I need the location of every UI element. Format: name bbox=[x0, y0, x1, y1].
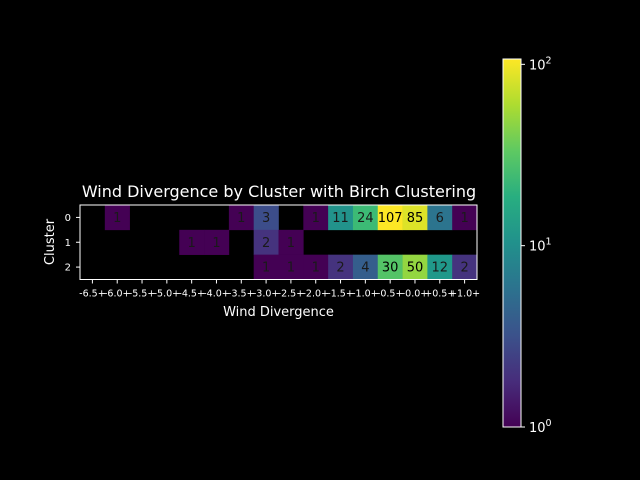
heatmap-cells: 1 1 3 1 11 24 107 85 6 11 1 2 11 1 1 2 4 30 50 12 2 bbox=[104, 205, 478, 280]
cell-value-label: 2 bbox=[262, 236, 270, 251]
x-tick-label: -5.5+ bbox=[129, 289, 156, 300]
cell-value-label: 1 bbox=[212, 236, 220, 251]
chart-title: Wind Divergence by Cluster with Birch Cl… bbox=[82, 182, 476, 201]
heatmap-cell bbox=[253, 229, 279, 255]
heatmap-cell bbox=[204, 229, 230, 255]
heatmap-cell bbox=[328, 254, 354, 280]
heatmap-cell bbox=[278, 254, 304, 280]
cell-value-label: 3 bbox=[262, 211, 270, 226]
x-tick-label: -0.0+ bbox=[402, 289, 429, 300]
y-tick-label: 2 bbox=[65, 263, 71, 274]
cell-value-label: 2 bbox=[460, 261, 468, 276]
heatmap-cell bbox=[352, 205, 379, 231]
cell-value-label: 2 bbox=[336, 261, 344, 276]
cell-value-label: 11 bbox=[332, 211, 349, 226]
x-tick-label: -2.5+ bbox=[278, 289, 305, 300]
heatmap-cell bbox=[377, 205, 403, 231]
cell-value-label: 12 bbox=[432, 261, 449, 276]
cell-value-label: 50 bbox=[407, 261, 424, 276]
heatmap-cell bbox=[253, 254, 279, 280]
cell-value-label: 1 bbox=[113, 211, 121, 226]
cell-value-label: 107 bbox=[378, 211, 403, 226]
cell-value-label: 1 bbox=[287, 261, 295, 276]
colorbar bbox=[502, 58, 522, 428]
x-axis-ticks: -6.5+-6.0+-5.5+-5.0+-4.5+-4.0+-3.5+-3.0+… bbox=[79, 279, 480, 300]
x-axis-label: Wind Divergence bbox=[223, 305, 334, 320]
heatmap-cell bbox=[253, 205, 279, 231]
heatmap-cell bbox=[402, 254, 428, 280]
colorbar-tick-label: 100 bbox=[529, 418, 552, 436]
heatmap-cell bbox=[303, 254, 329, 280]
x-tick-label: -6.0+ bbox=[104, 289, 131, 300]
heatmap-cell bbox=[427, 254, 453, 280]
heatmap-cell bbox=[352, 254, 379, 280]
cell-value-label: 1 bbox=[460, 211, 468, 226]
y-axis-ticks: 0 1 2 bbox=[65, 213, 80, 274]
x-tick-label: -3.5+ bbox=[228, 289, 255, 300]
cell-value-label: 1 bbox=[312, 261, 320, 276]
cell-value-label: 1 bbox=[262, 261, 270, 276]
cell-value-label: 1 bbox=[287, 236, 295, 251]
heatmap-cell bbox=[303, 205, 329, 231]
cell-value-label: 1 bbox=[188, 236, 196, 251]
x-tick-label: -6.5+ bbox=[79, 289, 106, 300]
x-tick-label: +0.5+ bbox=[424, 289, 455, 300]
x-tick-label: -1.5+ bbox=[327, 289, 354, 300]
x-tick-label: -5.0+ bbox=[154, 289, 181, 300]
colorbar-tick-label: 102 bbox=[529, 55, 552, 73]
heatmap-cell bbox=[328, 205, 354, 231]
heatmap-cell bbox=[452, 254, 478, 280]
cell-value-label: 1 bbox=[312, 211, 320, 226]
y-axis-label: Cluster bbox=[43, 218, 58, 265]
y-tick-label: 0 bbox=[65, 213, 71, 224]
heatmap-cell bbox=[427, 205, 453, 231]
cell-value-label: 30 bbox=[382, 261, 399, 276]
x-tick-label: +1.0+ bbox=[449, 289, 480, 300]
colorbar-tick-label: 101 bbox=[529, 237, 552, 255]
heatmap-cell bbox=[228, 205, 254, 231]
x-tick-label: -1.0+ bbox=[352, 289, 379, 300]
heatmap-cell bbox=[104, 205, 130, 231]
cell-value-label: 4 bbox=[361, 261, 369, 276]
cell-value-label: 24 bbox=[357, 211, 374, 226]
heatmap-cell bbox=[402, 205, 428, 231]
heatmap-cell bbox=[452, 205, 478, 231]
colorbar-ticks: 100 101 102 bbox=[521, 55, 552, 436]
x-tick-label: -0.5+ bbox=[377, 289, 404, 300]
x-tick-label: -2.0+ bbox=[302, 289, 329, 300]
x-tick-label: -4.0+ bbox=[203, 289, 230, 300]
x-tick-label: -4.5+ bbox=[178, 289, 205, 300]
y-tick-label: 1 bbox=[65, 238, 71, 249]
cell-value-label: 85 bbox=[407, 211, 424, 226]
cell-value-label: 6 bbox=[436, 211, 444, 226]
x-tick-label: -3.0+ bbox=[253, 289, 280, 300]
heatmap-cell bbox=[377, 254, 403, 280]
heatmap-cell bbox=[179, 229, 205, 255]
cell-value-label: 1 bbox=[237, 211, 245, 226]
heatmap-cell bbox=[278, 229, 304, 255]
